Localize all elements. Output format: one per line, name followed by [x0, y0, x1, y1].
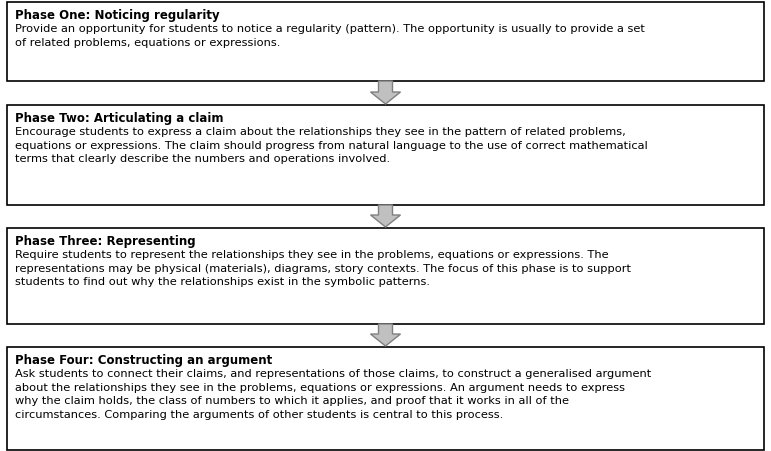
Text: Phase Two: Articulating a claim: Phase Two: Articulating a claim: [15, 112, 224, 125]
Text: Ask students to connect their claims, and representations of those claims, to co: Ask students to connect their claims, an…: [15, 369, 651, 420]
Text: Require students to represent the relationships they see in the problems, equati: Require students to represent the relati…: [15, 250, 631, 287]
Text: Encourage students to express a claim about the relationships they see in the pa: Encourage students to express a claim ab…: [15, 127, 648, 164]
Polygon shape: [371, 205, 400, 227]
Text: Phase One: Noticing regularity: Phase One: Noticing regularity: [15, 9, 220, 22]
Bar: [7, 2, 764, 81]
Bar: [7, 228, 764, 324]
Polygon shape: [371, 81, 400, 104]
Bar: [7, 347, 764, 450]
Text: Phase Three: Representing: Phase Three: Representing: [15, 235, 196, 248]
Text: Phase Four: Constructing an argument: Phase Four: Constructing an argument: [15, 354, 272, 367]
Polygon shape: [371, 324, 400, 346]
Text: Provide an opportunity for students to notice a regularity (pattern). The opport: Provide an opportunity for students to n…: [15, 24, 645, 48]
Bar: [7, 105, 764, 205]
